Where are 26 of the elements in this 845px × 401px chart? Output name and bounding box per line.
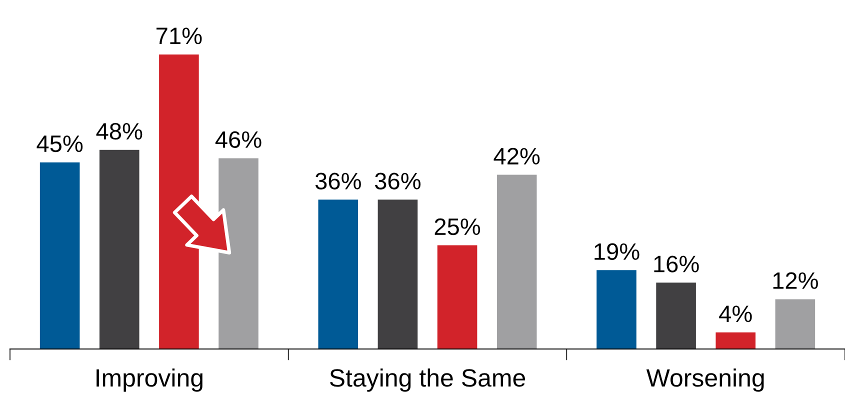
bar (716, 332, 756, 349)
data-label: 4% (719, 306, 752, 322)
bar (437, 245, 478, 349)
x-tick-label: Staying the Same (330, 368, 526, 392)
bar (40, 162, 80, 349)
data-label: 46% (215, 131, 262, 148)
data-label: 16% (654, 256, 699, 272)
data-label: 36% (315, 172, 361, 190)
data-label: 71% (156, 28, 202, 44)
data-label: 48% (96, 122, 142, 140)
data-label: 12% (773, 272, 818, 289)
bar (218, 158, 258, 349)
bar (496, 174, 537, 349)
data-label: 19% (594, 243, 640, 260)
data-label: 42% (494, 148, 540, 164)
x-tick-label: Improving (96, 368, 202, 392)
data-label: 36% (374, 172, 421, 190)
data-label: 45% (36, 135, 83, 152)
bar (99, 150, 140, 349)
bar (596, 270, 636, 349)
bar (656, 282, 696, 349)
bar (775, 299, 816, 349)
data-label: 25% (434, 218, 480, 236)
x-tick-label: Worsening (646, 368, 764, 392)
bar (318, 200, 358, 349)
bar (378, 200, 418, 349)
